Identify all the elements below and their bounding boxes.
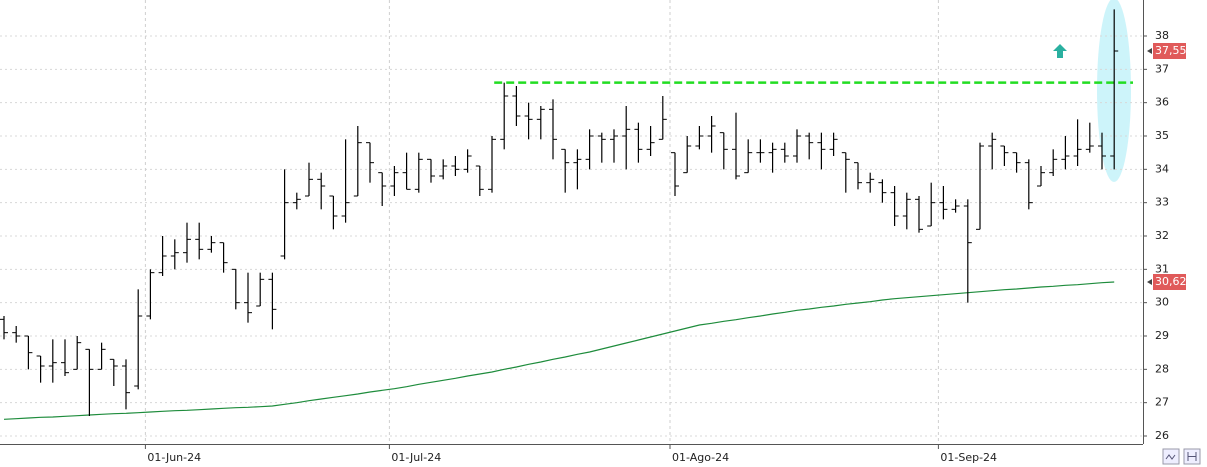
x-tick-label: 01-Jul-24 [391,451,441,464]
save-icon [1187,452,1197,461]
up-arrow [1053,44,1067,58]
moving-average-line [3,281,1115,420]
y-tick-label: 35 [1155,129,1169,142]
y-tick-label: 29 [1155,329,1169,342]
price-tag-label: 30,62 [1155,275,1187,288]
y-tick-label: 28 [1155,362,1169,375]
x-tick-label: 01-Jun-24 [147,451,201,464]
y-tick-label: 34 [1155,162,1169,175]
y-tick-label: 32 [1155,229,1169,242]
x-tick-label: 01-Sep-24 [940,451,997,464]
price-tag [1153,274,1186,290]
x-tick-label: 01-Ago-24 [672,451,729,464]
price-tag-pointer [1147,279,1152,285]
y-tick-label: 31 [1155,262,1169,275]
price-tag-pointer [1147,48,1152,54]
zoom-icon [1165,454,1176,460]
y-tick-label: 26 [1155,429,1169,442]
zoom-button[interactable] [1162,448,1180,465]
price-tag-label: 37,55 [1155,44,1187,57]
y-tick-label: 37 [1155,62,1169,75]
price-tag [1153,43,1186,59]
plot-area [0,0,1143,444]
y-tick-label: 30 [1155,296,1169,309]
y-tick-label: 36 [1155,96,1169,109]
y-tick-label: 33 [1155,196,1169,209]
y-tick-label: 38 [1155,29,1169,42]
y-tick-label: 27 [1155,396,1169,409]
